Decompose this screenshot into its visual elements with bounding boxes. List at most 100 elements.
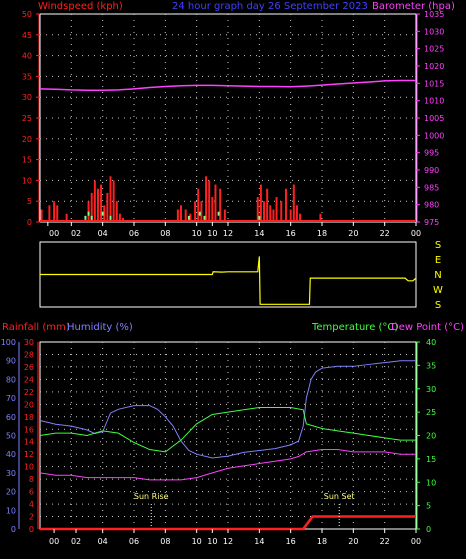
barometer-tick-label: 1010 [424,97,444,106]
gust-mark [203,215,206,220]
direction-label: S [435,240,441,251]
gust-mark [101,211,104,216]
rainfall-tick-label: 6 [29,488,34,497]
direction-label: N [434,270,441,281]
x-tick-label: 04 [98,229,108,238]
x-tick-label: 22 [380,229,390,238]
temperature-tick-label: 10 [426,478,436,487]
direction-label: E [435,255,441,266]
x-tick-label: 06 [129,229,139,238]
rainfall-tick-label: 10 [24,463,34,472]
x-tick-label: 06 [129,537,139,546]
gust-mark [217,211,220,216]
x-tick-label: 20 [348,229,358,238]
barometer-tick-label: 985 [424,183,439,192]
x-tick-label: 14 [254,537,264,546]
windspeed-tick-label: 0 [27,218,32,227]
temperature-tick-label: 5 [426,502,431,511]
temperature-tick-label: 20 [426,432,436,441]
humidity-tick-label: 10 [6,506,16,515]
windspeed-tick-label: 30 [22,93,32,102]
humidity-line [39,360,416,459]
rainfall-line [40,515,416,531]
x-tick-label: 02 [71,229,81,238]
windspeed-tick-label: 25 [22,114,32,123]
barometer-tick-label: 1030 [424,27,444,36]
rainfall-tick-label: 28 [24,350,34,359]
barometer-tick-label: 1005 [424,114,444,123]
x-tick-label: 10 [192,229,202,238]
barometer-tick-label: 1020 [424,62,444,71]
rainfall-tick-label: 22 [24,388,34,397]
x-tick-label: 08 [160,229,170,238]
x-tick-label: 18 [317,229,327,238]
x-tick-label: 10 [207,537,217,546]
gust-mark [198,211,201,216]
humidity-tick-label: 20 [6,488,16,497]
wind-direction-line [40,256,417,305]
gust-mark [109,215,112,220]
rainfall-tick-label: 14 [24,438,34,447]
temperature-line [39,406,416,453]
x-tick-label: 22 [380,537,390,546]
x-tick-label: 16 [286,229,296,238]
windspeed-tick-label: 35 [22,72,32,81]
graph-title: 24 hour graph day 26 September 2023 [172,1,368,12]
x-tick-label: 04 [98,537,108,546]
humidity-tick-label: 50 [6,432,16,441]
windspeed-tick-label: 15 [22,156,32,165]
temperature-tick-label: 35 [426,361,436,370]
x-tick-label: 12 [223,537,233,546]
rainfall-tick-label: 2 [29,513,34,522]
gust-mark [84,215,87,220]
rainfall-tick-label: 12 [24,450,34,459]
temperature-axis-title: Temperature (°C) [311,322,398,333]
dewpoint-line [39,449,416,481]
plot-frame [39,341,417,530]
x-tick-label: 10 [192,537,202,546]
barometer-tick-label: 990 [424,166,439,175]
temperature-tick-label: 40 [426,338,436,347]
temperature-tick-label: 30 [426,385,436,394]
x-tick-label: 14 [254,229,264,238]
sunrise-label: Sun Rise [134,492,169,501]
gust-mark [90,215,93,220]
x-tick-label: 00 [49,229,59,238]
humidity-tick-label: 80 [6,375,16,384]
rainfall-tick-label: 16 [24,425,34,434]
temperature-tick-label: 15 [426,455,436,464]
temperature-tick-label: 25 [426,408,436,417]
x-tick-label: 10 [207,229,217,238]
humidity-axis-title: Humidity (%) [67,322,133,333]
barometer-tick-label: 1000 [424,131,444,140]
humidity-tick-label: 40 [6,450,16,459]
rainfall-tick-label: 30 [24,338,34,347]
humidity-tick-label: 0 [11,525,16,534]
x-tick-label: 00 [411,537,421,546]
gust-mark [187,215,190,220]
humidity-tick-label: 90 [6,357,16,366]
humidity-tick-label: 100 [1,338,16,347]
windspeed-tick-label: 5 [27,197,32,206]
windspeed-axis-title: Windspeed (kph) [38,1,123,12]
windspeed-tick-label: 40 [22,52,32,61]
barometer-tick-label: 1015 [424,79,444,88]
rainfall-tick-label: 24 [24,375,34,384]
windspeed-tick-label: 20 [22,135,32,144]
x-tick-label: 02 [71,537,81,546]
rainfall-tick-label: 26 [24,363,34,372]
rainfall-tick-label: 18 [24,413,34,422]
wind-barometer-panel: 0510152025303540455097598098599099510001… [22,10,445,238]
rainfall-axis-title: Rainfall (mm) [2,322,70,333]
direction-label: S [435,300,441,311]
barometer-tick-label: 995 [424,149,439,158]
windspeed-tick-label: 50 [22,10,32,19]
x-tick-label: 12 [223,229,233,238]
barometer-tick-label: 1035 [424,10,444,19]
rainfall-tick-label: 4 [29,500,34,509]
x-tick-label: 20 [348,537,358,546]
windspeed-tick-label: 10 [22,176,32,185]
